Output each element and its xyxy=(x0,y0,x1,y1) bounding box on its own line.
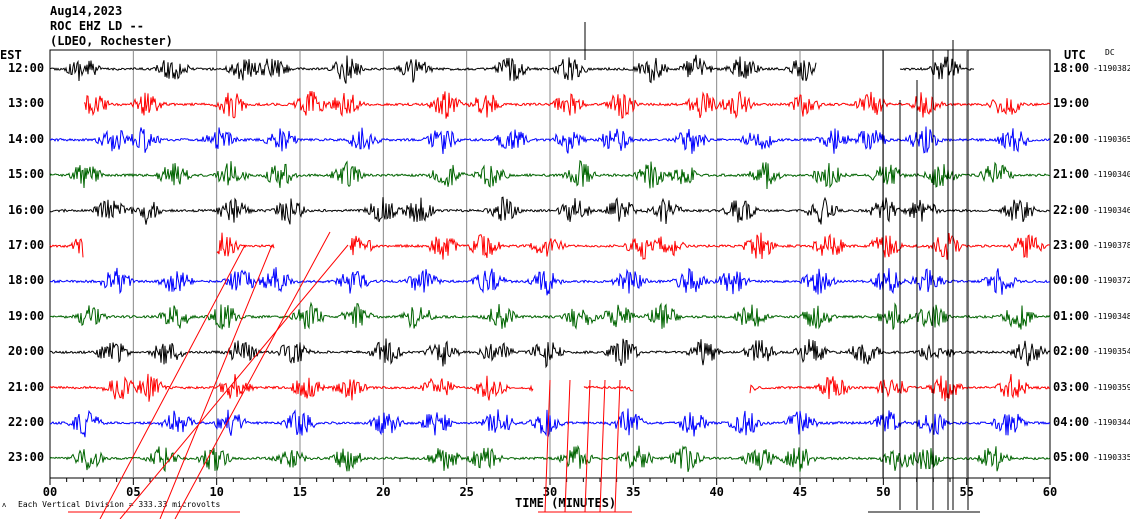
x-tick-label: 30 xyxy=(543,485,557,499)
dc-offset-label: -1190346 xyxy=(1093,205,1130,215)
seismic-trace xyxy=(49,54,817,84)
utc-hour-label: 05:00 xyxy=(1053,450,1090,465)
est-hour-label: 14:00 xyxy=(8,131,45,146)
x-tick-label: 50 xyxy=(876,485,890,499)
artifact-line xyxy=(564,379,571,513)
est-hour-label: 16:00 xyxy=(8,202,45,217)
est-hour-label: 20:00 xyxy=(8,344,45,359)
dc-offset-label: -1190344 xyxy=(1093,418,1130,427)
utc-hour-label: 03:00 xyxy=(1053,379,1090,394)
est-hour-label: 17:00 xyxy=(8,238,45,252)
dc-label: DC xyxy=(1105,48,1115,57)
est-hour-label: 22:00 xyxy=(8,415,45,429)
est-hour-label: 21:00 xyxy=(8,379,45,394)
chart-title-location: (LDEO, Rochester) xyxy=(50,34,173,48)
dc-offset-label: -1190359 xyxy=(1093,382,1130,392)
seismic-trace xyxy=(83,90,1051,120)
dc-offset-label: -1190382 xyxy=(1093,64,1130,73)
seismic-trace xyxy=(899,56,975,80)
seismic-trace xyxy=(49,238,84,258)
x-tick-label: 35 xyxy=(626,485,640,499)
est-hour-label: 13:00 xyxy=(8,96,45,111)
left-axis-label: EST xyxy=(0,48,22,62)
artifact-line xyxy=(99,244,246,519)
seismic-trace xyxy=(49,373,534,402)
scale-mark-icon: ᴧ xyxy=(2,501,7,509)
utc-hour-label: 04:00 xyxy=(1053,415,1090,429)
seismic-trace xyxy=(349,232,1050,260)
utc-hour-label: 23:00 xyxy=(1053,238,1090,252)
artifact-line xyxy=(174,231,331,519)
utc-hour-label: 20:00 xyxy=(1053,131,1090,146)
artifact-line xyxy=(584,379,591,513)
dc-offset-label: -1190335 xyxy=(1093,453,1130,463)
est-hour-label: 23:00 xyxy=(8,450,45,465)
artifact-line xyxy=(614,379,621,513)
dc-offset-label: -1190354 xyxy=(1093,347,1130,357)
dc-offset-label: -1190378 xyxy=(1093,241,1130,250)
chart-title-date: Aug14,2023 xyxy=(50,4,123,18)
est-hour-label: 18:00 xyxy=(8,273,45,288)
utc-hour-label: 22:00 xyxy=(1053,202,1090,217)
utc-hour-label: 21:00 xyxy=(1053,167,1090,182)
est-hour-label: 19:00 xyxy=(8,308,45,323)
seismic-trace xyxy=(216,232,275,257)
right-axis-label: UTC xyxy=(1064,48,1086,62)
artifact-line xyxy=(119,244,349,519)
est-hour-label: 12:00 xyxy=(8,61,45,75)
x-tick-label: 15 xyxy=(293,485,307,499)
seismic-trace xyxy=(583,385,634,392)
x-tick-label: 45 xyxy=(793,485,807,499)
dc-offset-label: -1190340 xyxy=(1093,170,1130,180)
scale-note: Each Vertical Division = 333.33 microvol… xyxy=(18,500,221,509)
dc-offset-label: -1190365 xyxy=(1093,134,1130,144)
chart-title-station: ROC EHZ LD -- xyxy=(50,19,144,33)
utc-hour-label: 01:00 xyxy=(1053,308,1090,323)
x-tick-label: 55 xyxy=(959,485,973,499)
x-tick-label: 05 xyxy=(126,485,140,499)
utc-hour-label: 02:00 xyxy=(1053,344,1090,359)
x-tick-label: 20 xyxy=(376,485,390,499)
artifact-line xyxy=(159,244,273,519)
x-tick-label: 40 xyxy=(709,485,723,499)
artifact-line xyxy=(599,379,606,513)
artifact-line xyxy=(544,379,551,513)
utc-hour-label: 00:00 xyxy=(1053,273,1090,288)
x-tick-label: 00 xyxy=(43,485,57,499)
est-hour-label: 15:00 xyxy=(8,167,45,182)
utc-hour-label: 19:00 xyxy=(1053,96,1090,111)
x-tick-label: 60 xyxy=(1043,485,1057,499)
dc-offset-label: -1190348 xyxy=(1093,311,1130,321)
utc-hour-label: 18:00 xyxy=(1053,61,1090,75)
dc-offset-label: -1190372 xyxy=(1093,276,1130,286)
x-tick-label: 25 xyxy=(459,485,473,499)
x-tick-label: 10 xyxy=(209,485,223,499)
